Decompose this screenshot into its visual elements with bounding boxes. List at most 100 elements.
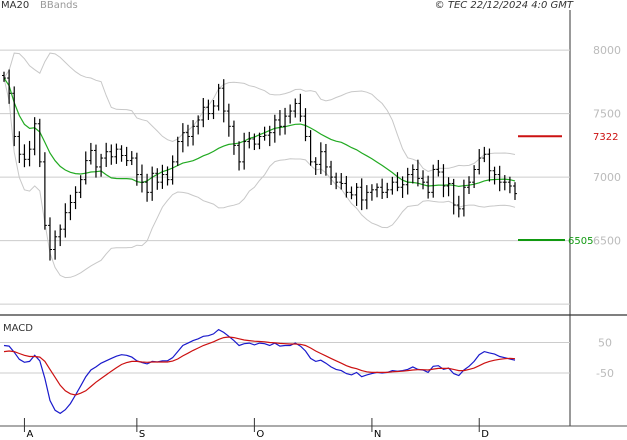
macd-gridlines [0, 341, 570, 374]
upper-band [3, 52, 516, 172]
ohlc-bar [441, 164, 446, 198]
ohlc-bar [139, 164, 144, 193]
ohlc-bar [339, 173, 344, 190]
price-axis-labels: 8000 7500 7000 6500 [593, 44, 621, 248]
ohlc-bar [99, 153, 104, 177]
macd-tick-label: 50 [598, 336, 612, 349]
ohlc-bar [185, 124, 190, 147]
ohlc-bar [201, 97, 206, 128]
ohlc-bar [68, 194, 73, 221]
price-levels: 7322 6505 [518, 132, 618, 247]
ohlc-bar [124, 146, 129, 166]
ohlc-bar [303, 108, 308, 142]
macd-tick-label: -50 [596, 367, 614, 380]
ohlc-bar [405, 167, 410, 195]
ohlc-bar [451, 178, 456, 215]
ohlc-bar [359, 178, 364, 211]
ohlc-bar [446, 177, 451, 197]
ohlc-bar [114, 143, 119, 164]
ohlc-bar [308, 130, 313, 166]
ohlc-bar [191, 120, 196, 146]
ohlc-bar [170, 155, 175, 185]
ohlc-bar [119, 145, 124, 162]
ohlc-bar [400, 176, 405, 198]
ohlc-bar [145, 173, 150, 202]
ohlc-bar [78, 175, 83, 199]
ohlc-bar [482, 146, 487, 163]
ohlc-bar [456, 195, 461, 218]
ohlc-bar [267, 125, 272, 147]
x-tick-label: N [374, 429, 381, 440]
ohlc-bar [318, 142, 323, 175]
ohlc-bar [354, 183, 359, 206]
price-tick-label: 8000 [593, 44, 621, 57]
ohlc-bar [395, 172, 400, 192]
lower-band [3, 77, 516, 279]
ohlc-bar [247, 131, 252, 149]
ohlc-bar [165, 166, 170, 186]
ohlc-bar [175, 136, 180, 166]
ohlc-bar [155, 168, 160, 190]
ohlc-bar [293, 98, 298, 118]
ohlc-bar [17, 131, 22, 164]
ohlc-bar [472, 165, 477, 189]
legend-bbands: BBands [40, 0, 78, 11]
ohlc-bar [467, 176, 472, 194]
ohlc-bar [334, 172, 339, 190]
ohlc-bar [513, 182, 517, 200]
ohlc-bar [42, 152, 47, 230]
copyright-label: © TEC 22/12/2024 4:0 GMT [435, 0, 574, 11]
macd-title: MACD [3, 323, 33, 334]
ohlc-bar [83, 151, 88, 185]
ohlc-bar [385, 182, 390, 199]
ohlc-bar [231, 120, 236, 155]
ohlc-bar [461, 179, 466, 217]
macd-line [3, 328, 516, 415]
ohlc-bar [129, 151, 134, 166]
ohlc-bar [257, 132, 262, 150]
ohlc-bar [431, 164, 436, 198]
price-tick-label: 7000 [593, 171, 621, 184]
ohlc-bar [73, 186, 78, 210]
ohlc-bar [415, 159, 420, 187]
ohlc-bar [283, 107, 288, 135]
ohlc-bar [104, 142, 109, 167]
ohlc-bar [47, 217, 52, 261]
ohlc-bar [58, 224, 63, 247]
ohlc-bar [380, 178, 385, 199]
x-tick-label: A [26, 429, 33, 440]
ohlc-bar [344, 175, 349, 198]
price-tick-label: 6500 [593, 235, 621, 248]
ohlc-bar [349, 186, 354, 200]
ohlc-bar [226, 103, 231, 137]
ohlc-bar [37, 118, 42, 168]
ohlc-bar [272, 114, 277, 143]
ohlc-bar [7, 69, 12, 104]
ohlc-bar [109, 144, 114, 165]
ohlc-bar [211, 100, 216, 120]
legend-ma20: MA20 [1, 0, 29, 11]
ohlc-bar [242, 132, 247, 170]
ohlc-bar [262, 126, 267, 141]
ohlc-bar [487, 148, 492, 182]
ohlc-bar [2, 71, 6, 82]
ohlc-bar [497, 165, 502, 192]
ohlc-bar [53, 230, 58, 260]
resistance-label: 7322 [593, 132, 618, 143]
ohlc-bar [323, 143, 328, 176]
ohlc-bar [410, 164, 415, 184]
ohlc-bar [298, 93, 303, 122]
price-tick-label: 7500 [593, 108, 621, 121]
bollinger-bands [3, 52, 516, 279]
ohlc-bar [63, 203, 68, 238]
ohlc-bar [329, 160, 334, 185]
ohlc-bar [88, 142, 93, 165]
x-tick-label: S [139, 429, 145, 440]
signal-line [3, 336, 516, 396]
ohlc-bar [375, 183, 380, 198]
ohlc-bar [252, 133, 257, 151]
ohlc-bar [93, 144, 98, 178]
ohlc-bar [206, 99, 211, 120]
